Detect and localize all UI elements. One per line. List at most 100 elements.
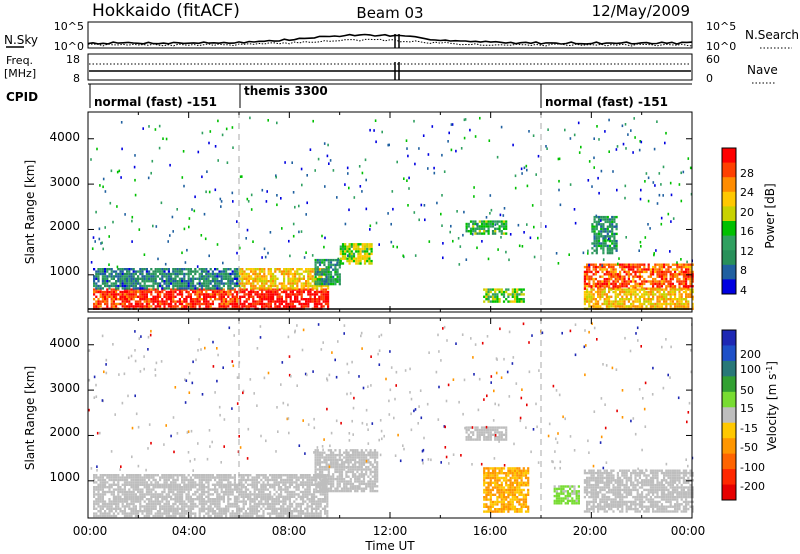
heatmap-cell [176,493,179,496]
heatmap-cell [132,486,135,489]
heatmap-cell [222,275,225,278]
heatmap-cell [289,300,292,303]
heatmap-cell [321,273,324,276]
power-axis-ticks [87,112,693,312]
heatmap-cell [339,257,342,260]
heatmap-cell [198,476,201,479]
heatmap-cell [187,500,190,503]
heatmap-cell [323,477,326,481]
heatmap-cell [145,300,148,303]
heatmap-cell [157,257,159,261]
heatmap-cell [326,474,329,477]
heatmap-cell [497,248,499,251]
heatmap-cell [638,290,641,294]
heatmap-cell [608,237,612,240]
heatmap-cell [463,136,466,140]
heatmap-cell [291,287,294,290]
heatmap-cell [121,305,124,308]
heatmap-cell [275,478,278,482]
heatmap-cell [170,514,173,518]
heatmap-cell [137,295,140,298]
heatmap-cell [289,282,292,285]
heatmap-cell [282,512,285,515]
heatmap-cell [218,284,221,288]
heatmap-cell [196,300,199,303]
heatmap-cell [243,305,246,308]
heatmap-cell [181,510,184,513]
heatmap-cell [99,184,101,187]
heatmap-cell [222,261,224,265]
heatmap-cell [588,265,591,269]
heatmap-cell [148,476,151,479]
heatmap-cell [311,298,314,301]
heatmap-cell [336,482,339,486]
heatmap-cell [614,280,617,283]
heatmap-cell [316,302,319,306]
heatmap-cell [361,245,364,248]
heatmap-cell [99,500,102,503]
heatmap-cell [141,293,144,296]
heatmap-cell [205,478,208,482]
heatmap-cell [641,305,644,308]
heatmap-cell [205,476,208,479]
heatmap-cell [325,458,328,462]
heatmap-cell [115,284,118,288]
heatmap-cell [314,263,317,267]
heatmap-cell [678,265,681,269]
heatmap-cell [255,486,258,489]
heatmap-cell [119,490,122,494]
heatmap-cell [309,290,312,294]
heatmap-cell [592,305,595,308]
heatmap-cell [165,268,168,271]
heatmap-cell [240,510,243,513]
heatmap-cell [108,512,111,515]
heatmap-cell [152,500,155,503]
heatmap-cell [321,470,324,474]
heatmap-cell [152,287,155,290]
heatmap-cell [154,277,157,280]
heatmap-cell [676,273,679,276]
heatmap-cell [658,302,661,306]
heatmap-cell [95,290,98,294]
heatmap-cell [294,277,297,280]
heatmap-cell [110,275,113,278]
heatmap-cell [496,288,499,291]
heatmap-cell [93,500,96,503]
heatmap-cell [139,268,142,271]
heatmap-cell [207,495,210,498]
heatmap-cell [209,293,212,296]
heatmap-cell [225,512,228,515]
heatmap-cell [141,478,144,482]
heatmap-cell [225,290,228,294]
heatmap-cell [189,280,192,283]
heatmap-cell [119,295,122,298]
heatmap-cell [298,280,301,283]
heatmap-cell [601,270,604,274]
heatmap-cell [594,302,597,306]
heatmap-cell [148,483,151,486]
heatmap-cell [455,149,457,153]
heatmap-cell [283,300,286,303]
heatmap-cell [161,298,164,301]
heatmap-cell [467,222,470,226]
heatmap-cell [357,262,360,265]
heatmap-cell [487,232,490,235]
heatmap-cell [214,293,217,296]
heatmap-cell [115,474,118,477]
heatmap-cell [196,490,199,494]
heatmap-cell [310,493,313,496]
heatmap-cell [216,498,219,501]
heatmap-cell [142,127,144,130]
heatmap-cell [278,298,281,301]
heatmap-cell [599,288,602,291]
heatmap-cell [108,275,111,278]
heatmap-cell [243,293,246,296]
heatmap-cell [314,453,317,457]
heatmap-cell [141,488,144,491]
heatmap-cell [638,302,641,306]
heatmap-cell [324,474,327,477]
heatmap-cell [316,475,319,478]
heatmap-cell [623,305,626,308]
heatmap-cell [374,119,377,122]
heatmap-cell [658,270,661,274]
